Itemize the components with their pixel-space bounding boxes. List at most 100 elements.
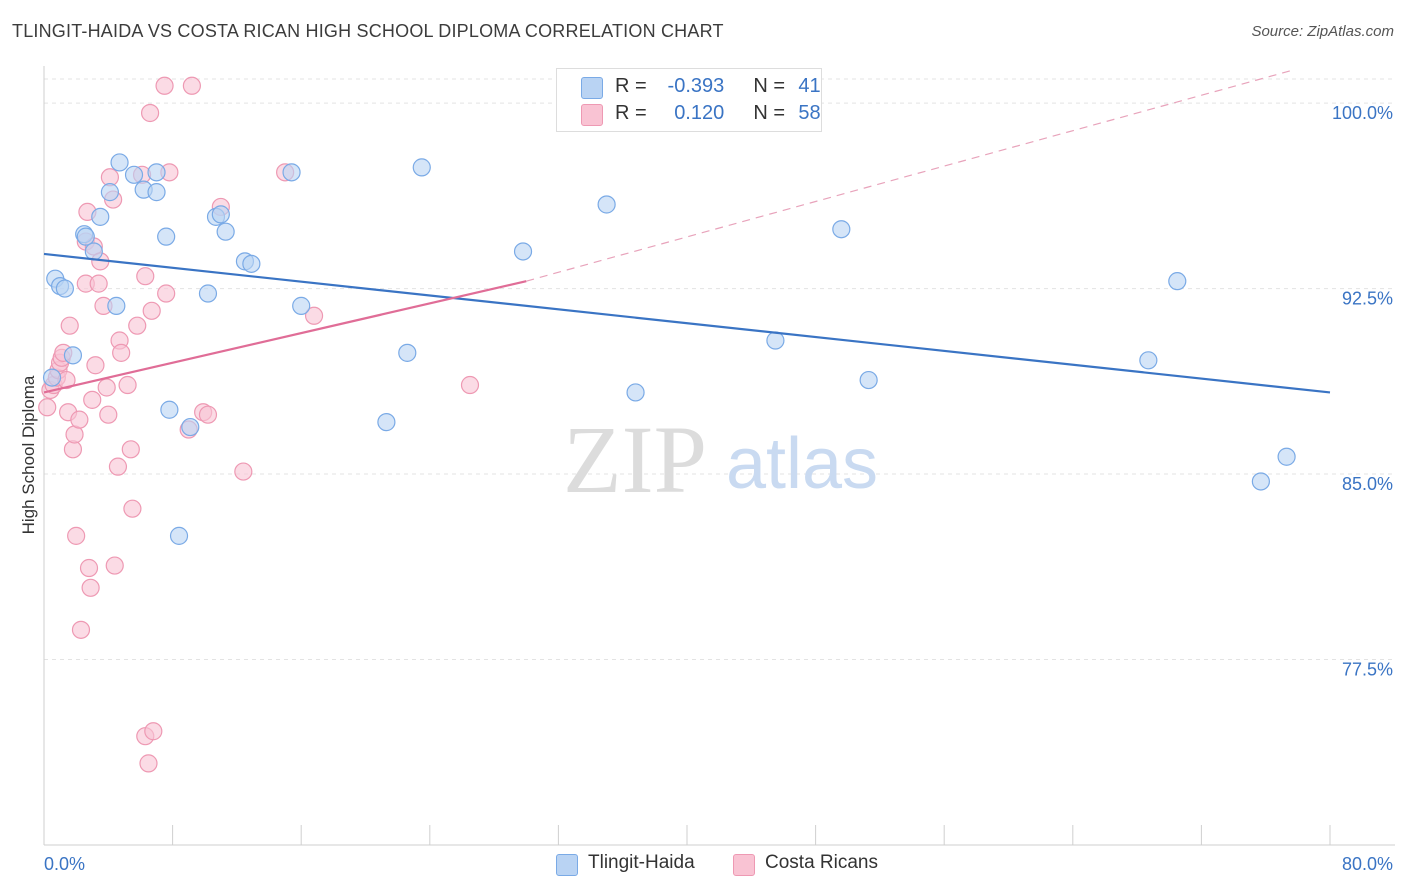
bottom-legend-label-tlingit-haida: Tlingit-Haida — [588, 852, 695, 873]
legend-n-label: N = — [753, 75, 786, 97]
grid-lines — [44, 78, 1395, 661]
costa-ricans-point-57 — [460, 375, 480, 395]
trendlines — [43, 70, 1331, 394]
tlingit-haida-point-30 — [412, 158, 431, 177]
legend-r-value-tlingit-haida: -0.393 — [667, 75, 725, 97]
tlingit-haida-point-9 — [100, 183, 120, 202]
tlingit-haida-point-23 — [216, 222, 235, 241]
axes — [43, 66, 1395, 846]
legend-row-tlingit-haida: R = -0.393 N = 41 — [557, 73, 821, 101]
legend-r-label: R = — [615, 102, 647, 124]
costa-ricans-point-34 — [112, 343, 131, 362]
tlingit-haida-point-15 — [147, 163, 166, 182]
tlingit-haida-point-3 — [55, 279, 74, 298]
costa-ricans-point-52 — [198, 405, 218, 424]
legend-text-costa-ricans: R = 0.120 N = 58 — [615, 102, 821, 125]
legend: R = -0.393 N = 41 R = 0.120 N = 58 — [556, 68, 822, 132]
bottom-legend-swatch-costa-ricans — [733, 854, 755, 876]
costa-ricans-point-44 — [142, 301, 161, 320]
tlingit-haida-point-26 — [282, 163, 301, 182]
tlingit-haida-point-39 — [1251, 472, 1270, 491]
costa-ricans-point-14 — [70, 410, 89, 429]
tlingit-haida-points — [42, 153, 1296, 545]
costa-ricans-points — [38, 76, 480, 773]
costa-ricans-point-24 — [89, 274, 108, 293]
costa-ricans-point-56 — [304, 306, 324, 325]
costa-ricans-point-31 — [105, 556, 124, 575]
tlingit-haida-point-18 — [169, 526, 189, 545]
y-axis-label: High School Diploma — [19, 375, 38, 534]
source-label: Source: ZipAtlas.com — [1251, 23, 1394, 40]
costa-ricans-point-46 — [155, 76, 174, 95]
tlingit-haida-point-10 — [107, 296, 126, 315]
costa-ricans-point-47 — [157, 284, 176, 303]
costa-ricans-point-43 — [140, 103, 160, 123]
y-tick-label-2: 92.5% — [1342, 289, 1393, 309]
tlingit-haida-point-33 — [626, 383, 645, 402]
costa-ricans-point-35 — [118, 375, 137, 395]
tlingit-haida-point-4 — [63, 346, 83, 365]
costa-ricans-point-19 — [79, 558, 99, 578]
legend-row-costa-ricans: R = 0.120 N = 58 — [557, 100, 821, 128]
tlingit-haida-point-11 — [110, 153, 129, 172]
tlingit-haida-point-12 — [124, 165, 144, 184]
costa-ricans-point-45 — [144, 722, 163, 741]
tlingit-haida-point-40 — [1277, 447, 1296, 466]
tlingit-haida-point-27 — [292, 296, 311, 315]
costa-ricans-point-50 — [182, 76, 201, 95]
tlingit-haida-point-17 — [160, 400, 179, 419]
tick-labels: 77.5% 85.0% 92.5% 100.0% 0.0% 80.0% — [44, 103, 1393, 874]
tlingit-haida-point-6 — [76, 227, 95, 246]
watermark: ZIP atlas — [563, 406, 878, 513]
legend-n-value-costa-ricans: 58 — [798, 102, 821, 124]
y-axis-label-group: High School Diploma — [19, 375, 38, 534]
costa-ricans-point-36 — [121, 440, 140, 459]
x-tick-label-1: 80.0% — [1342, 854, 1393, 874]
costa-ricans-point-13 — [67, 526, 86, 545]
costa-ricans-point-42 — [139, 754, 158, 773]
tlingit-haida-point-0 — [42, 368, 62, 387]
watermark-zip: ZIP — [563, 406, 707, 513]
costa-ricans-point-15 — [71, 620, 91, 639]
legend-swatch-tlingit-haida — [581, 77, 603, 99]
tlingit-haida-point-38 — [1168, 272, 1187, 291]
costa-ricans-point-20 — [81, 578, 100, 597]
legend-n-value-tlingit-haida: 41 — [798, 75, 821, 97]
costa-ricans-point-54 — [234, 462, 253, 481]
bottom-legend-label-costa-ricans: Costa Ricans — [765, 852, 878, 873]
tlingit-haida-point-7 — [84, 242, 103, 261]
tlingit-haida-point-28 — [377, 413, 396, 432]
costa-ricans-point-21 — [83, 390, 102, 409]
y-tick-label-3: 100.0% — [1332, 103, 1393, 123]
tlingit-haida-point-34 — [766, 331, 785, 350]
tlingit-haida-point-29 — [398, 343, 417, 362]
costa-ricans-point-27 — [97, 378, 116, 397]
costa-ricans-point-28 — [99, 405, 118, 424]
tlingit-haida-point-35 — [832, 220, 851, 239]
legend-r-value-costa-ricans: 0.120 — [674, 102, 725, 124]
tlingit-haida-point-32 — [597, 195, 616, 214]
bottom-legend-swatch-tlingit-haida — [556, 854, 578, 876]
watermark-atlas: atlas — [726, 424, 878, 504]
tlingit-haida-point-31 — [513, 242, 533, 261]
trendline-costa-ricans-extension — [526, 70, 1290, 282]
tlingit-haida-point-16 — [157, 227, 176, 246]
x-tick-label-0: 0.0% — [44, 854, 85, 874]
costa-ricans-point-38 — [128, 316, 147, 335]
costa-ricans-point-37 — [123, 499, 142, 518]
tlingit-haida-point-25 — [242, 254, 261, 273]
trendline-tlingit-haida — [43, 252, 1331, 394]
chart-title: TLINGIT-HAIDA VS COSTA RICAN HIGH SCHOOL… — [12, 21, 724, 41]
costa-ricans-point-23 — [86, 356, 105, 375]
y-tick-label-0: 77.5% — [1342, 660, 1393, 680]
legend-n-label: N = — [753, 102, 786, 124]
tlingit-haida-point-20 — [198, 284, 218, 303]
tlingit-haida-point-22 — [211, 205, 230, 224]
tlingit-haida-point-8 — [91, 207, 110, 226]
legend-r-label: R = — [615, 75, 647, 97]
legend-swatch-costa-ricans — [581, 104, 603, 126]
legend-text-tlingit-haida: R = -0.393 N = 41 — [615, 75, 821, 98]
tlingit-haida-point-36 — [859, 370, 878, 390]
costa-ricans-point-0 — [38, 398, 57, 417]
